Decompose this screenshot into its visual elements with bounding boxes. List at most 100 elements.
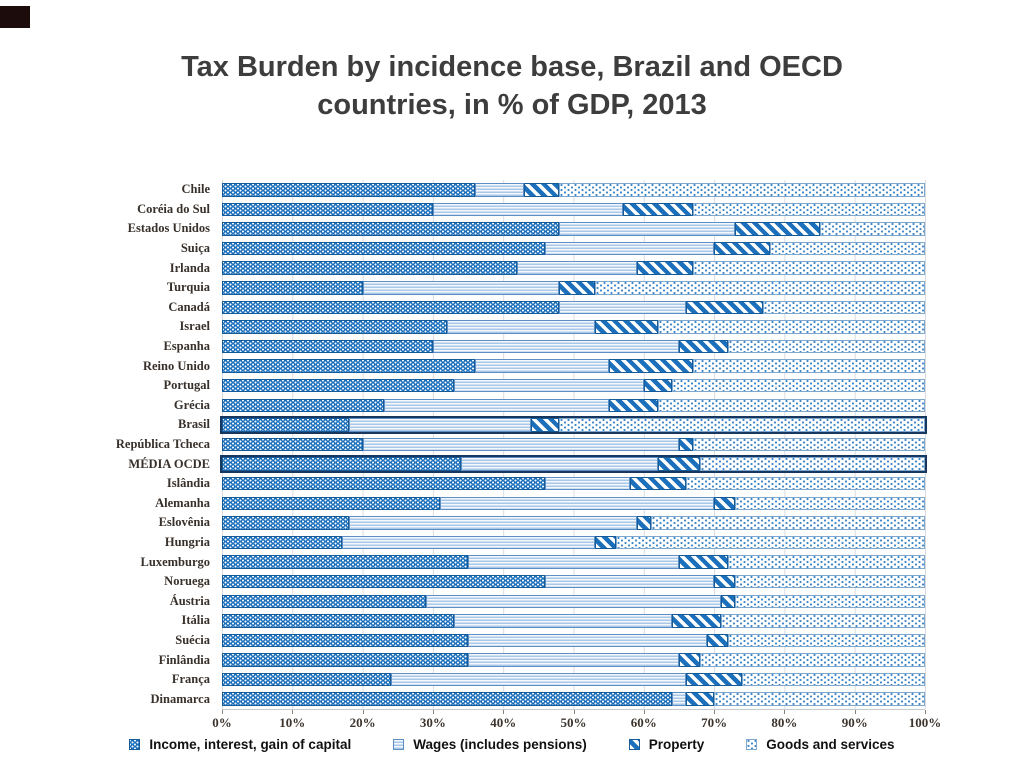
country-label: Alemanha <box>155 495 210 510</box>
chart-row: França <box>88 670 928 690</box>
x-axis-tick <box>714 710 716 715</box>
bar-track <box>222 241 925 256</box>
x-axis-tick-label: 70% <box>701 715 728 731</box>
income-swatch-icon <box>129 739 141 750</box>
bar-segment-goods <box>770 241 925 256</box>
bar-segment-wages <box>468 633 708 648</box>
chart-row: Suiça <box>88 239 928 259</box>
chart-row: Suécia <box>88 631 928 651</box>
bar-segment-income <box>222 339 433 354</box>
bar-track <box>222 555 925 569</box>
x-axis-tick-label: 50% <box>560 715 587 731</box>
bar-segment-goods <box>728 555 925 569</box>
bar-segment-property <box>678 339 729 354</box>
country-label: Grécia <box>173 397 210 412</box>
bar-segment-property <box>678 653 701 667</box>
x-axis-tick-label: 40% <box>490 715 517 731</box>
bar-segment-income <box>222 555 469 569</box>
bar-segment-property <box>671 614 722 628</box>
x-axis-tick-label: 60% <box>630 715 657 731</box>
bar-segment-goods <box>594 281 925 295</box>
bar-segment-goods <box>721 614 925 628</box>
x-axis-tick <box>784 710 786 715</box>
bar-segment-property <box>657 457 701 471</box>
bar-segment-goods <box>657 398 925 413</box>
x-axis-tick <box>503 710 505 715</box>
bar-segment-goods <box>700 457 925 471</box>
bar-segment-income <box>222 418 349 432</box>
bar-segment-wages <box>517 261 637 275</box>
bar-track <box>222 202 925 217</box>
bar-segment-wages <box>453 614 672 628</box>
bar-segment-goods <box>615 535 925 550</box>
bar-segment-income <box>222 359 476 373</box>
country-label: Islândia <box>166 476 210 491</box>
x-axis-tick <box>432 710 434 715</box>
legend-label: Income, interest, gain of capital <box>149 737 352 752</box>
bar-segment-income <box>222 183 476 197</box>
bar-track-highlighted <box>220 455 927 473</box>
chart-legend: Income, interest, gain of capital Wages … <box>0 737 1024 752</box>
country-label: Espanha <box>163 339 210 354</box>
x-axis-tick-label: 0% <box>212 715 232 731</box>
x-axis-tick <box>222 710 223 715</box>
bar-segment-goods <box>692 261 925 275</box>
bar-segment-wages <box>383 398 609 413</box>
chart-row: Finlândia <box>88 650 928 670</box>
bar-segment-goods <box>692 202 925 217</box>
country-label: Finlândia <box>158 652 210 667</box>
bar-segment-goods <box>692 437 925 452</box>
country-label: Chile <box>181 182 210 197</box>
bar-segment-goods <box>728 633 925 648</box>
country-label: Dinamarca <box>150 691 211 706</box>
bar-segment-wages <box>468 555 679 569</box>
bar-segment-property <box>735 222 820 236</box>
bar-segment-property <box>622 202 693 217</box>
x-axis-tick-label: 80% <box>771 715 798 731</box>
chart-row: Coréia do Sul <box>88 200 928 220</box>
bar-segment-income <box>222 535 342 550</box>
bar-segment-property <box>608 398 658 413</box>
bar-segment-property <box>531 418 560 432</box>
bar-segment-property <box>636 516 651 530</box>
country-label: Noruega <box>164 574 210 589</box>
chart-row: Itália <box>88 611 928 631</box>
bar-segment-income <box>222 261 518 275</box>
bar-segment-property <box>707 633 729 648</box>
bar-track <box>222 594 925 609</box>
bar-segment-property <box>685 692 715 706</box>
bar-segment-wages <box>475 359 609 373</box>
legend-label: Goods and services <box>766 737 895 752</box>
bar-segment-goods <box>685 476 925 491</box>
bar-track <box>222 633 925 648</box>
wages-swatch-icon <box>393 739 405 750</box>
chart-rows: Chile Coréia do Sul Estados Unidos Suiça Irl… <box>88 180 928 710</box>
bar-track <box>222 574 925 589</box>
country-label: Áustria <box>169 593 210 608</box>
bar-segment-income <box>222 692 672 706</box>
bar-segment-income <box>222 378 454 393</box>
bar-segment-goods <box>700 653 925 667</box>
bar-track <box>222 320 925 334</box>
bar-segment-wages <box>362 281 560 295</box>
bar-segment-property <box>629 476 686 491</box>
bar-segment-goods <box>650 516 925 530</box>
bar-segment-property <box>685 300 764 315</box>
chart-row: Alemanha <box>88 494 928 514</box>
x-axis-tick <box>854 710 856 715</box>
bar-track <box>222 359 925 373</box>
country-label: Hungria <box>164 534 210 549</box>
country-label: Suiça <box>180 241 210 256</box>
bar-segment-income <box>222 241 546 256</box>
bar-segment-property <box>594 320 658 334</box>
bar-segment-wages <box>425 594 722 609</box>
bar-track <box>222 339 925 354</box>
bar-segment-wages <box>671 692 686 706</box>
bar-segment-income <box>222 320 447 334</box>
chart-row: Espanha <box>88 337 928 357</box>
legend-item-income: Income, interest, gain of capital <box>129 737 351 752</box>
country-label: Estados Unidos <box>127 221 210 236</box>
goods-swatch-icon <box>746 739 758 750</box>
bar-segment-income <box>222 202 433 217</box>
bar-track <box>222 496 925 511</box>
